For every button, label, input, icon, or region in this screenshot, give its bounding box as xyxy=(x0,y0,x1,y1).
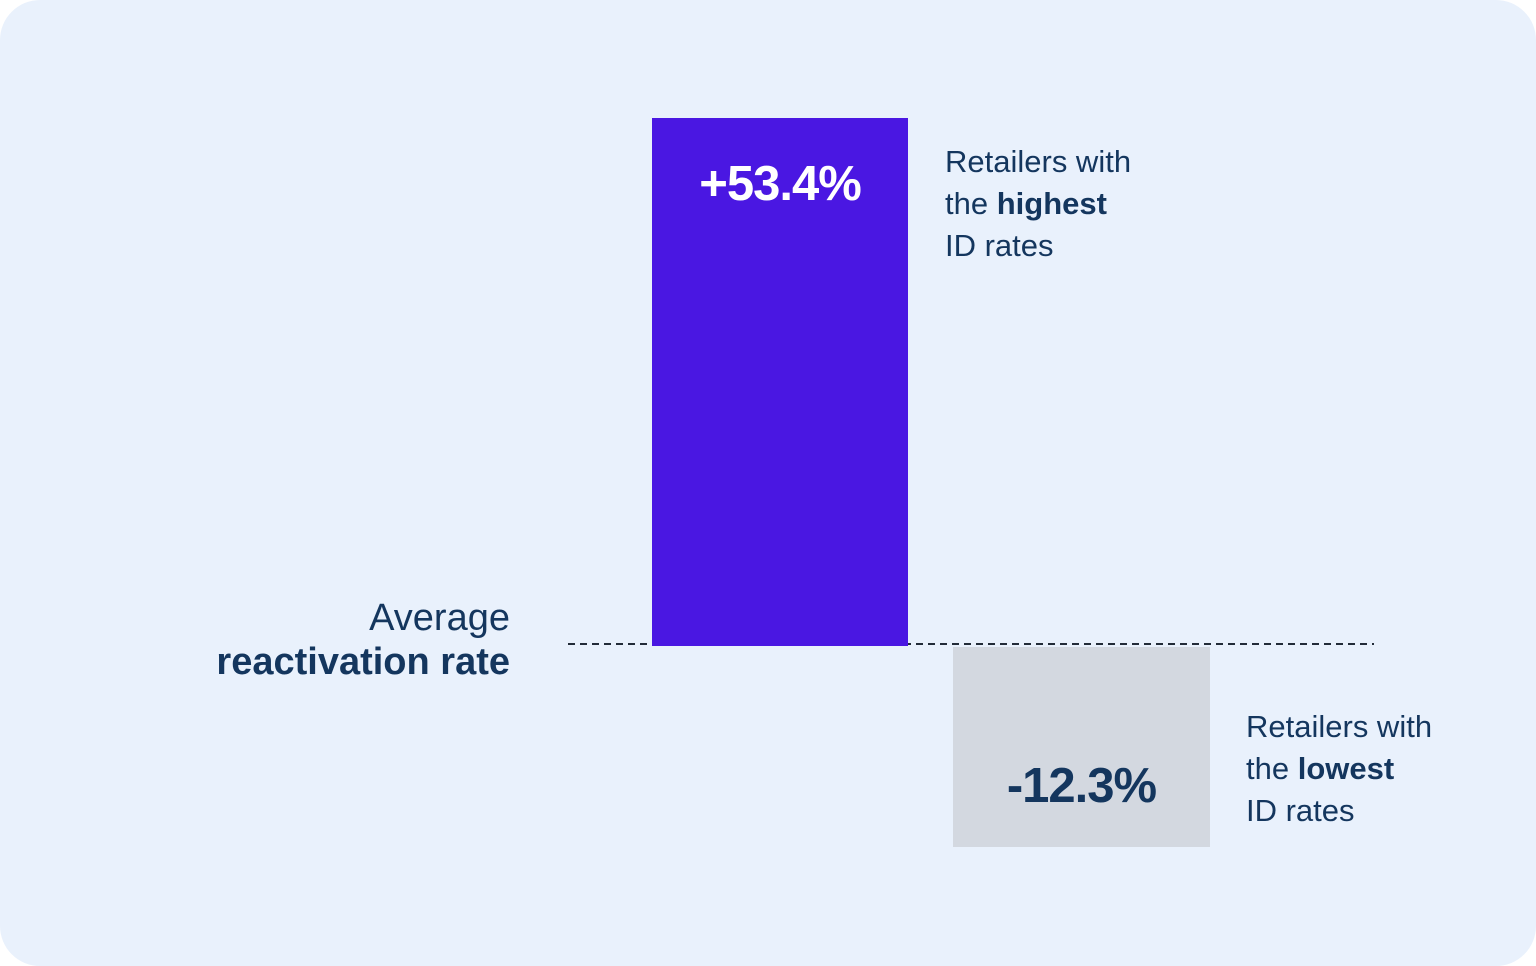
bar-highest-value-label: +53.4% xyxy=(699,157,862,211)
baseline-label: Average reactivation rate xyxy=(150,596,510,684)
annotation-highest-line1: Retailers with xyxy=(945,144,1132,179)
annotation-highest-bold-word: highest xyxy=(996,186,1107,221)
baseline-dashed-line xyxy=(568,643,1374,645)
annotation-lowest-line3: ID rates xyxy=(1246,793,1355,828)
annotation-lowest-line2: the lowest xyxy=(1246,751,1395,786)
baseline-label-line2: reactivation rate xyxy=(216,641,510,683)
bar-lowest-id-rates: -12.3% xyxy=(953,647,1210,847)
annotation-lowest: Retailers with the lowest ID rates xyxy=(1246,706,1432,832)
bar-lowest-value-label: -12.3% xyxy=(1006,759,1157,813)
annotation-lowest-bold-word: lowest xyxy=(1297,751,1395,786)
annotation-highest-line3: ID rates xyxy=(945,228,1054,263)
baseline-label-line1: Average xyxy=(369,597,510,639)
bar-highest-id-rates: +53.4% xyxy=(652,118,908,646)
annotation-lowest-line1: Retailers with xyxy=(1246,709,1433,744)
annotation-highest-line2: the highest xyxy=(945,186,1107,221)
annotation-highest: Retailers with the highest ID rates xyxy=(945,141,1131,267)
